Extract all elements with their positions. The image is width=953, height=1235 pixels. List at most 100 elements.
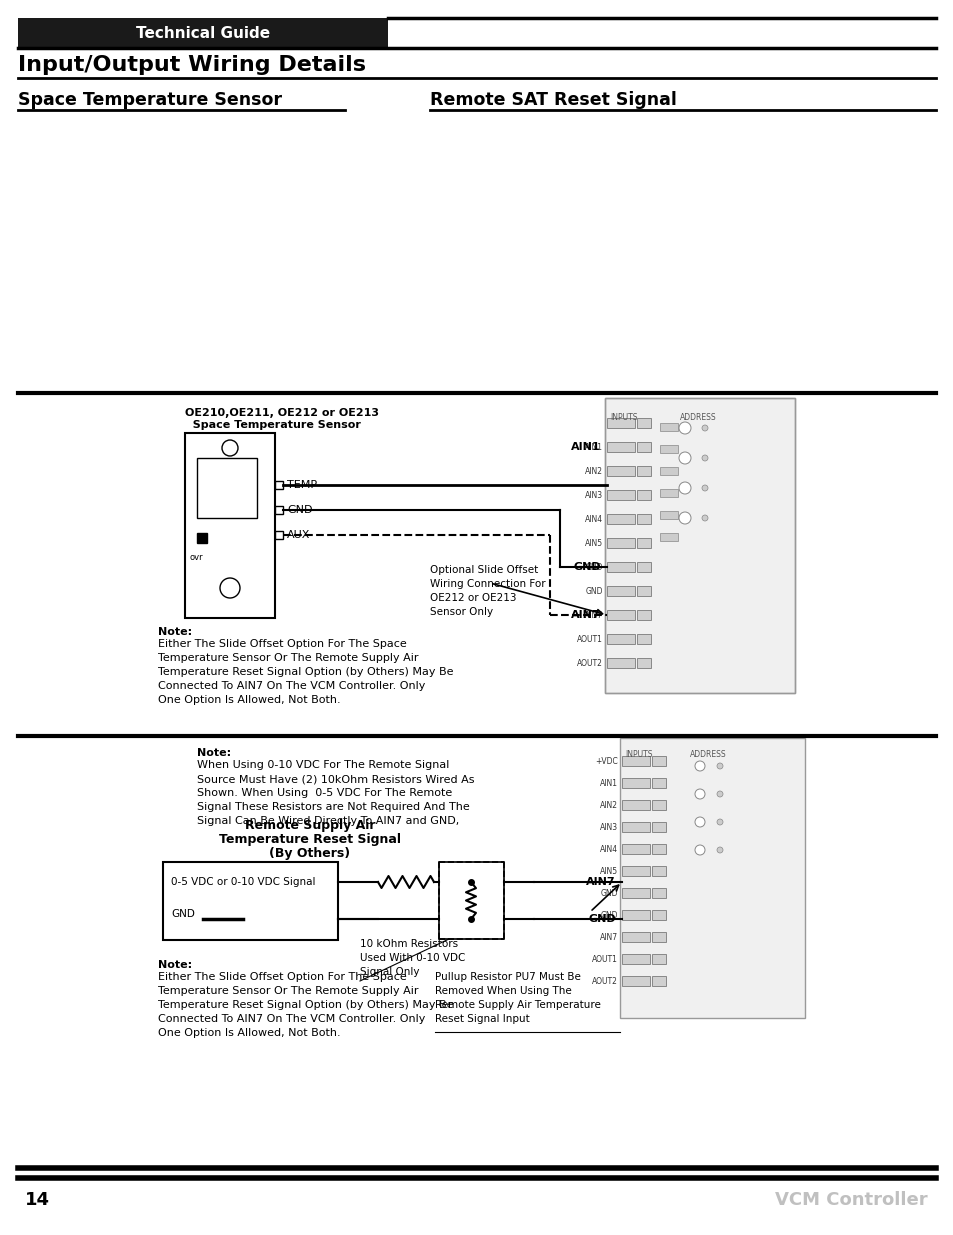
Circle shape bbox=[701, 454, 707, 461]
Bar bbox=[637, 466, 650, 475]
Circle shape bbox=[701, 485, 707, 492]
Bar bbox=[659, 424, 678, 431]
Circle shape bbox=[701, 515, 707, 521]
Circle shape bbox=[717, 763, 722, 769]
Bar bbox=[651, 910, 665, 920]
Text: AIN7: AIN7 bbox=[584, 610, 602, 620]
Bar bbox=[637, 562, 650, 572]
Circle shape bbox=[717, 819, 722, 825]
Bar bbox=[619, 739, 804, 1018]
Bar bbox=[651, 866, 665, 876]
Text: Remote SAT Reset Signal: Remote SAT Reset Signal bbox=[430, 91, 677, 109]
Bar bbox=[637, 658, 650, 668]
Text: Input/Output Wiring Details: Input/Output Wiring Details bbox=[18, 56, 366, 75]
Bar bbox=[637, 585, 650, 597]
Bar bbox=[651, 844, 665, 853]
Text: GND: GND bbox=[287, 505, 313, 515]
Text: AIN2: AIN2 bbox=[584, 467, 602, 475]
Text: AIN2: AIN2 bbox=[599, 800, 618, 809]
Bar bbox=[621, 844, 649, 853]
Text: Note:: Note: bbox=[196, 748, 231, 758]
Text: Optional Slide Offset
Wiring Connection For
OE212 or OE213
Sensor Only: Optional Slide Offset Wiring Connection … bbox=[430, 564, 545, 618]
Circle shape bbox=[679, 513, 690, 524]
Bar bbox=[621, 823, 649, 832]
Bar bbox=[606, 490, 635, 500]
Circle shape bbox=[695, 761, 704, 771]
Bar bbox=[18, 19, 388, 48]
Bar bbox=[659, 467, 678, 475]
Bar bbox=[621, 976, 649, 986]
Text: INPUTS: INPUTS bbox=[624, 750, 652, 760]
Bar bbox=[606, 610, 635, 620]
Text: AUX: AUX bbox=[287, 530, 310, 540]
Circle shape bbox=[717, 790, 722, 797]
Text: AIN3: AIN3 bbox=[584, 490, 602, 499]
Bar bbox=[163, 862, 337, 940]
Bar bbox=[606, 658, 635, 668]
Bar bbox=[274, 480, 283, 489]
Text: AOUT2: AOUT2 bbox=[577, 658, 602, 667]
Bar bbox=[659, 511, 678, 519]
Bar bbox=[606, 442, 635, 452]
Bar bbox=[606, 585, 635, 597]
Text: ovr: ovr bbox=[190, 553, 203, 562]
Bar bbox=[438, 862, 503, 939]
Text: 10 kOhm Resistors
Used With 0-10 VDC
Signal Only: 10 kOhm Resistors Used With 0-10 VDC Sig… bbox=[359, 939, 465, 977]
Bar bbox=[606, 417, 635, 429]
Text: Temperature Reset Signal: Temperature Reset Signal bbox=[219, 834, 400, 846]
Text: GND: GND bbox=[573, 562, 600, 572]
Text: AIN4: AIN4 bbox=[584, 515, 602, 524]
Text: AOUT2: AOUT2 bbox=[592, 977, 618, 986]
Bar bbox=[606, 514, 635, 524]
Text: AOUT1: AOUT1 bbox=[592, 955, 618, 963]
Text: ADDRESS: ADDRESS bbox=[679, 412, 716, 422]
Bar bbox=[196, 458, 256, 517]
Bar bbox=[274, 531, 283, 538]
Bar bbox=[606, 634, 635, 643]
Bar bbox=[621, 953, 649, 965]
Bar bbox=[651, 953, 665, 965]
Text: AIN3: AIN3 bbox=[599, 823, 618, 831]
Bar bbox=[637, 610, 650, 620]
Text: Note:: Note: bbox=[158, 960, 192, 969]
Text: VCM Controller: VCM Controller bbox=[775, 1191, 927, 1209]
Text: Remote Supply Air: Remote Supply Air bbox=[245, 820, 375, 832]
Text: GND: GND bbox=[171, 909, 194, 919]
Bar bbox=[651, 756, 665, 766]
Bar bbox=[651, 800, 665, 810]
Text: AIN1: AIN1 bbox=[571, 442, 600, 452]
Bar bbox=[621, 932, 649, 942]
Text: GND: GND bbox=[585, 587, 602, 595]
Text: (By Others): (By Others) bbox=[269, 847, 350, 861]
Circle shape bbox=[222, 440, 237, 456]
Circle shape bbox=[695, 789, 704, 799]
Text: AIN1: AIN1 bbox=[584, 442, 602, 452]
Bar bbox=[274, 506, 283, 514]
Bar bbox=[621, 778, 649, 788]
Bar bbox=[621, 866, 649, 876]
Circle shape bbox=[695, 818, 704, 827]
Text: Space Temperature Sensor: Space Temperature Sensor bbox=[185, 420, 360, 430]
Bar bbox=[606, 562, 635, 572]
Text: AIN7: AIN7 bbox=[599, 932, 618, 941]
Bar bbox=[606, 538, 635, 548]
Text: AIN4: AIN4 bbox=[599, 845, 618, 853]
Bar bbox=[621, 756, 649, 766]
Text: 14: 14 bbox=[25, 1191, 50, 1209]
Text: When Using 0-10 VDC For The Remote Signal
Source Must Have (2) 10kOhm Resistors : When Using 0-10 VDC For The Remote Signa… bbox=[196, 760, 474, 826]
Circle shape bbox=[679, 482, 690, 494]
Text: AOUT1: AOUT1 bbox=[577, 635, 602, 643]
Bar bbox=[637, 442, 650, 452]
Circle shape bbox=[220, 578, 240, 598]
Text: Either The Slide Offset Option For The Space
Temperature Sensor Or The Remote Su: Either The Slide Offset Option For The S… bbox=[158, 972, 453, 1037]
Bar bbox=[651, 888, 665, 898]
Bar bbox=[637, 538, 650, 548]
Text: GND: GND bbox=[588, 914, 616, 924]
Text: OE210,OE211, OE212 or OE213: OE210,OE211, OE212 or OE213 bbox=[185, 408, 378, 417]
Bar bbox=[637, 514, 650, 524]
Text: Technical Guide: Technical Guide bbox=[135, 26, 270, 41]
Text: Note:: Note: bbox=[158, 627, 192, 637]
Text: GND: GND bbox=[599, 910, 618, 920]
Bar bbox=[196, 534, 207, 543]
Bar bbox=[621, 888, 649, 898]
